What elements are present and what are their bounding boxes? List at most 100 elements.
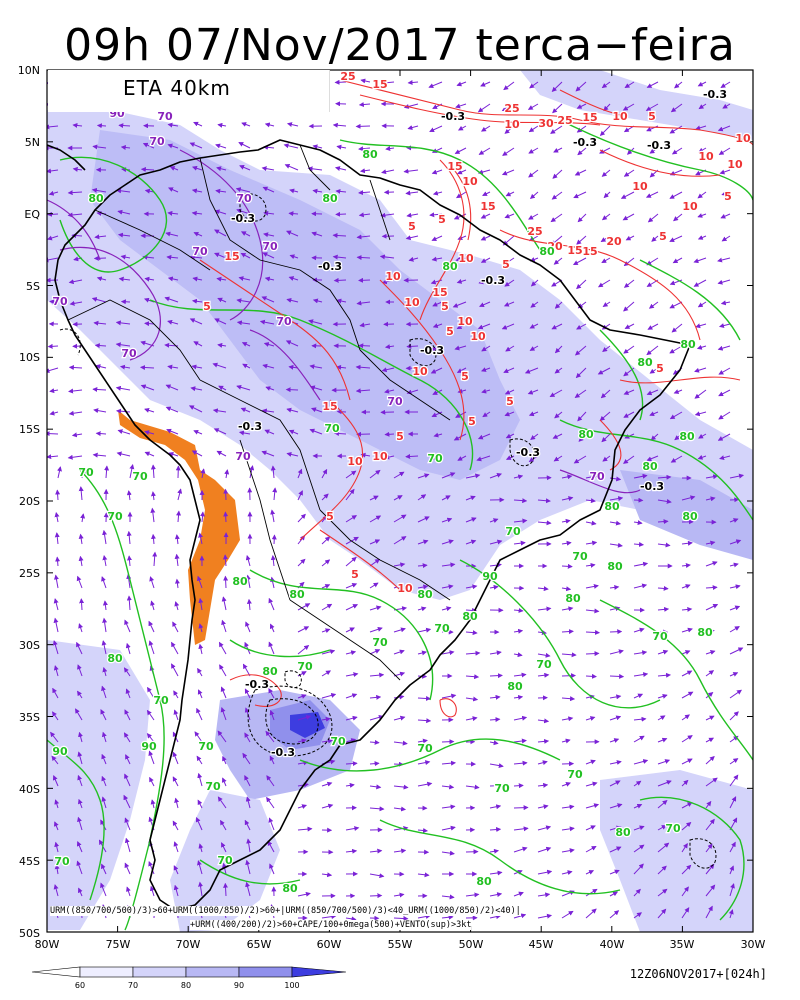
wind-vector (244, 819, 251, 831)
wind-vector (489, 914, 502, 920)
wind-vector (369, 495, 379, 501)
wind-vector (431, 147, 443, 153)
latitude-labels: 10N 5N EQ 5S 10S 15S 20S 25S 30S 35S 40S… (18, 64, 41, 940)
wind-vector (417, 781, 433, 787)
country-borders (67, 144, 451, 681)
wind-vector (101, 796, 107, 809)
wind-vector (369, 558, 381, 567)
longitude-labels: 80W 75W 70W 65W 60W 55W 50W 45W 40W 35W … (35, 938, 766, 951)
wind-vector (657, 498, 672, 504)
wind-vector (369, 893, 383, 899)
wind-vector (77, 887, 83, 897)
wind-vector (49, 299, 59, 305)
wind-vector (246, 598, 252, 611)
wind-vector (585, 870, 595, 875)
wind-vector (513, 715, 528, 721)
wind-vector (241, 342, 251, 347)
wind-vector (502, 147, 515, 156)
wind-vector (189, 318, 203, 325)
wind-vector (482, 411, 491, 418)
wind-vector (345, 515, 358, 523)
wind-vector (513, 540, 526, 546)
cape-red-contour-label: 5 (408, 220, 416, 233)
wind-vector (717, 279, 731, 285)
omega-black-contour-label: -0.3 (245, 678, 269, 691)
wind-vector (669, 125, 683, 134)
wind-vector (286, 230, 299, 237)
wind-vector (695, 125, 707, 131)
wind-vector (173, 865, 179, 875)
red-contours (199, 79, 753, 718)
wind-vector (214, 209, 227, 215)
cape-red-contour-label: 5 (446, 325, 454, 338)
wind-vector (649, 411, 659, 417)
urm-green-contour-label: 70 (54, 855, 70, 868)
wind-vector (681, 864, 692, 875)
wind-vector (216, 276, 227, 282)
wind-vector (482, 191, 491, 196)
wind-vector (174, 534, 180, 545)
cape-red-contour-label: 15 (567, 244, 582, 257)
wind-vector (633, 759, 649, 765)
wind-vector (551, 323, 563, 330)
cape-red-contour-label: 5 (724, 190, 732, 203)
wind-vector (657, 672, 672, 678)
wind-vector (609, 869, 620, 875)
wind-vector (381, 80, 395, 86)
wind-vector (321, 803, 334, 809)
wind-vector (148, 750, 155, 765)
wind-vector (729, 518, 739, 523)
wind-vector (405, 301, 419, 307)
wind-vector (524, 367, 539, 374)
wind-vector (585, 803, 600, 809)
wind-vector (297, 603, 311, 611)
wind-vector (697, 81, 707, 87)
wind-vector (561, 826, 575, 832)
wind-vector (669, 411, 683, 420)
wind-vector (697, 454, 707, 460)
wind-vector (321, 536, 331, 545)
wind-vector (69, 300, 83, 306)
wind-vector (148, 640, 155, 655)
wind-vector (609, 649, 624, 655)
wind-vector (393, 536, 407, 545)
lon-label-30w: 30W (741, 938, 766, 951)
wind-vector (266, 775, 275, 787)
wind-vector (297, 738, 307, 744)
wind-vector (609, 520, 622, 526)
wind-vector (212, 408, 227, 414)
wind-vector (503, 367, 515, 374)
wind-vector (68, 279, 83, 285)
wind-vector (601, 433, 611, 443)
wind-vector (115, 385, 131, 391)
wind-vector (262, 186, 275, 193)
wind-vector (91, 187, 107, 193)
wind-vector (513, 738, 527, 744)
wind-vector (455, 256, 467, 262)
wind-vector (93, 255, 107, 261)
wind-vector (265, 386, 275, 391)
wind-vector (657, 759, 671, 765)
wind-vector (657, 799, 668, 809)
wind-vector (123, 667, 131, 677)
wind-vector (623, 279, 635, 288)
wind-vector (417, 606, 427, 612)
wind-vector (123, 794, 131, 809)
wind-vector (429, 125, 443, 133)
wind-vector (261, 166, 275, 172)
wind-vector (477, 323, 491, 330)
cape-red-contour-label: 5 (506, 395, 514, 408)
wind-vector (169, 166, 179, 171)
wind-vector (505, 455, 515, 460)
wind-vector (576, 103, 587, 109)
wind-vector (191, 188, 203, 194)
omega-black-contour-label: -0.3 (481, 274, 505, 287)
wind-vector (441, 894, 455, 900)
wind-vector (729, 605, 741, 611)
wind-vector (513, 891, 524, 897)
cape-red-contour-label: 10 (372, 450, 388, 463)
urm-green-contour-label: 70 (572, 550, 588, 563)
wind-vector (193, 429, 203, 435)
wind-vector (480, 213, 491, 219)
